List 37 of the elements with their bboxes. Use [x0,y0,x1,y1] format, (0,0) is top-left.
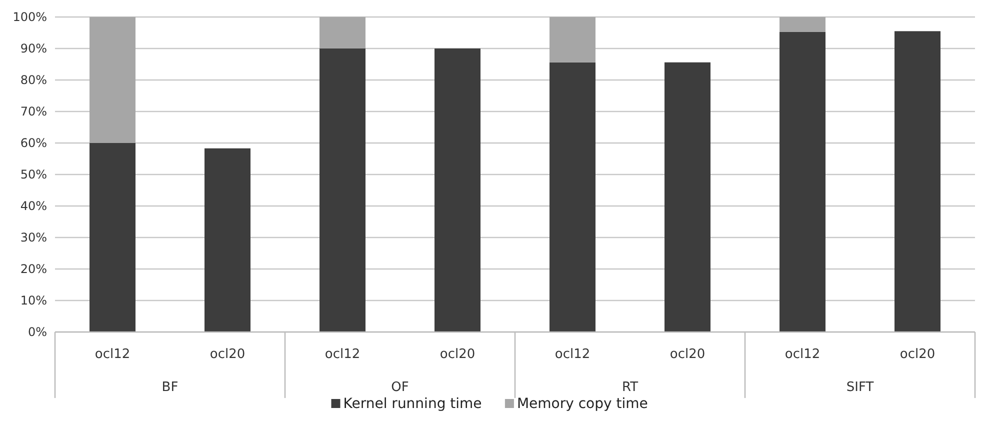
bar [550,17,596,62]
bar [204,148,250,332]
x-tick-label: ocl12 [554,347,590,362]
y-tick-label: 100% [12,10,47,24]
x-tick-label: ocl12 [784,347,820,362]
y-tick-label: 30% [20,230,47,245]
x-tick-label: ocl12 [94,347,130,362]
bar [434,48,480,332]
bar [780,17,826,32]
bar [320,17,366,48]
bar [320,48,366,332]
text: BF [162,380,178,395]
y-tick-label: 50% [20,168,47,182]
bar [90,143,136,332]
bar [780,32,826,332]
y-tick-label: 80% [20,73,47,88]
legend-label: Memory copy time [516,396,648,412]
y-tick-label: 60% [20,136,47,150]
x-tick-label: ocl20 [900,347,936,362]
bar [550,62,596,332]
bar [894,31,940,332]
bar [90,17,136,143]
y-tick-label: 10% [20,294,47,308]
x-tick-label: ocl12 [324,347,360,362]
y-tick-label: 40% [20,199,47,214]
y-tick-label: 0% [28,325,47,340]
bar [664,62,710,332]
text: SIFT [846,380,874,395]
x-tick-label: ocl20 [440,347,476,362]
y-tick-label: 90% [20,42,47,56]
y-tick-label: 70% [20,104,47,119]
x-tick-label: ocl20 [670,347,706,362]
legend-label: Kernel running time [343,396,482,412]
text: RT [622,380,638,395]
x-tick-label: ocl20 [210,347,246,362]
text: OF [391,380,409,395]
y-tick-label: 20% [20,262,47,276]
